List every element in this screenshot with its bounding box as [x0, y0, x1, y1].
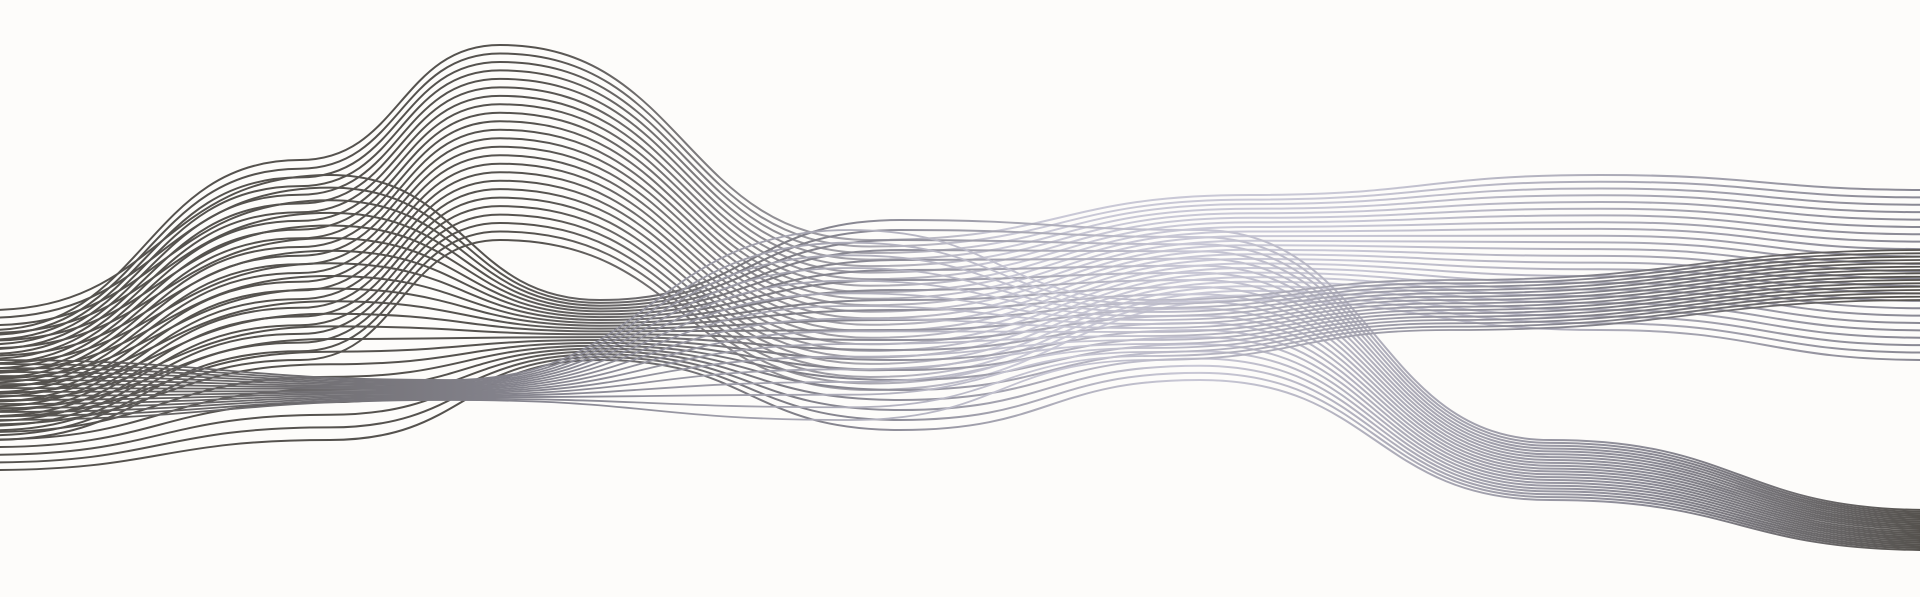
wave-line-crossing-11 — [0, 282, 1920, 401]
wave-line-upper-1 — [0, 43, 1920, 331]
wave-line-lower-4 — [0, 211, 1920, 517]
wave-line-lower-15 — [0, 328, 1920, 538]
wave-line-lower-16 — [0, 336, 1920, 540]
wave-line-crossing-3 — [0, 254, 1920, 384]
wave-line-upper-22 — [0, 221, 1920, 432]
wave-line-lower-21 — [0, 356, 1920, 549]
wave-line-lower-2 — [0, 186, 1920, 513]
wave-line-lower-7 — [0, 249, 1920, 523]
wave-line-lower-1 — [0, 173, 1920, 511]
wave-line-crossing-9 — [0, 275, 1920, 393]
wave-line-upper-9 — [0, 111, 1920, 369]
wave-line-upper-4 — [0, 69, 1920, 345]
wave-line-upper-11 — [0, 128, 1920, 379]
wave-line-lower-22 — [0, 358, 1920, 551]
wave-line-lower-12 — [0, 307, 1920, 532]
wave-line-upper-14 — [0, 154, 1920, 393]
wave-line-crossing-6 — [0, 265, 1920, 388]
wave-line-crossing-8 — [0, 272, 1920, 391]
wave-line-upper-5 — [0, 77, 1920, 350]
wave-line-upper-10 — [0, 120, 1920, 374]
wave-line-crossing-1 — [0, 229, 1920, 381]
wave-band-crossing — [0, 229, 1920, 421]
wave-line-lower-13 — [0, 314, 1920, 534]
wave-band-lower — [0, 173, 1920, 551]
wave-line-upper-23 — [0, 230, 1920, 436]
wave-line-crossing-4 — [0, 259, 1920, 385]
wave-line-crossing-5 — [0, 262, 1920, 387]
wave-line-crossing-14 — [0, 292, 1920, 413]
wave-line-crossing-16 — [0, 299, 1920, 421]
wave-line-crossing-2 — [0, 241, 1920, 383]
wave-line-lower-14 — [0, 321, 1920, 536]
wave-line-upper-7 — [0, 94, 1920, 360]
wave-line-lower-9 — [0, 274, 1920, 527]
wave-line-crossing-13 — [0, 289, 1920, 409]
wave-line-crossing-12 — [0, 285, 1920, 405]
wave-line-crossing-10 — [0, 279, 1920, 397]
wave-line-upper-2 — [0, 52, 1920, 336]
wave-line-crossing-7 — [0, 269, 1920, 389]
wave-line-upper-6 — [0, 86, 1920, 355]
wave-line-lower-3 — [0, 199, 1920, 515]
wave-line-lower-20 — [0, 353, 1920, 548]
wave-line-lower-8 — [0, 262, 1920, 525]
wave-line-lower-6 — [0, 237, 1920, 521]
wave-line-crossing-15 — [0, 295, 1920, 417]
